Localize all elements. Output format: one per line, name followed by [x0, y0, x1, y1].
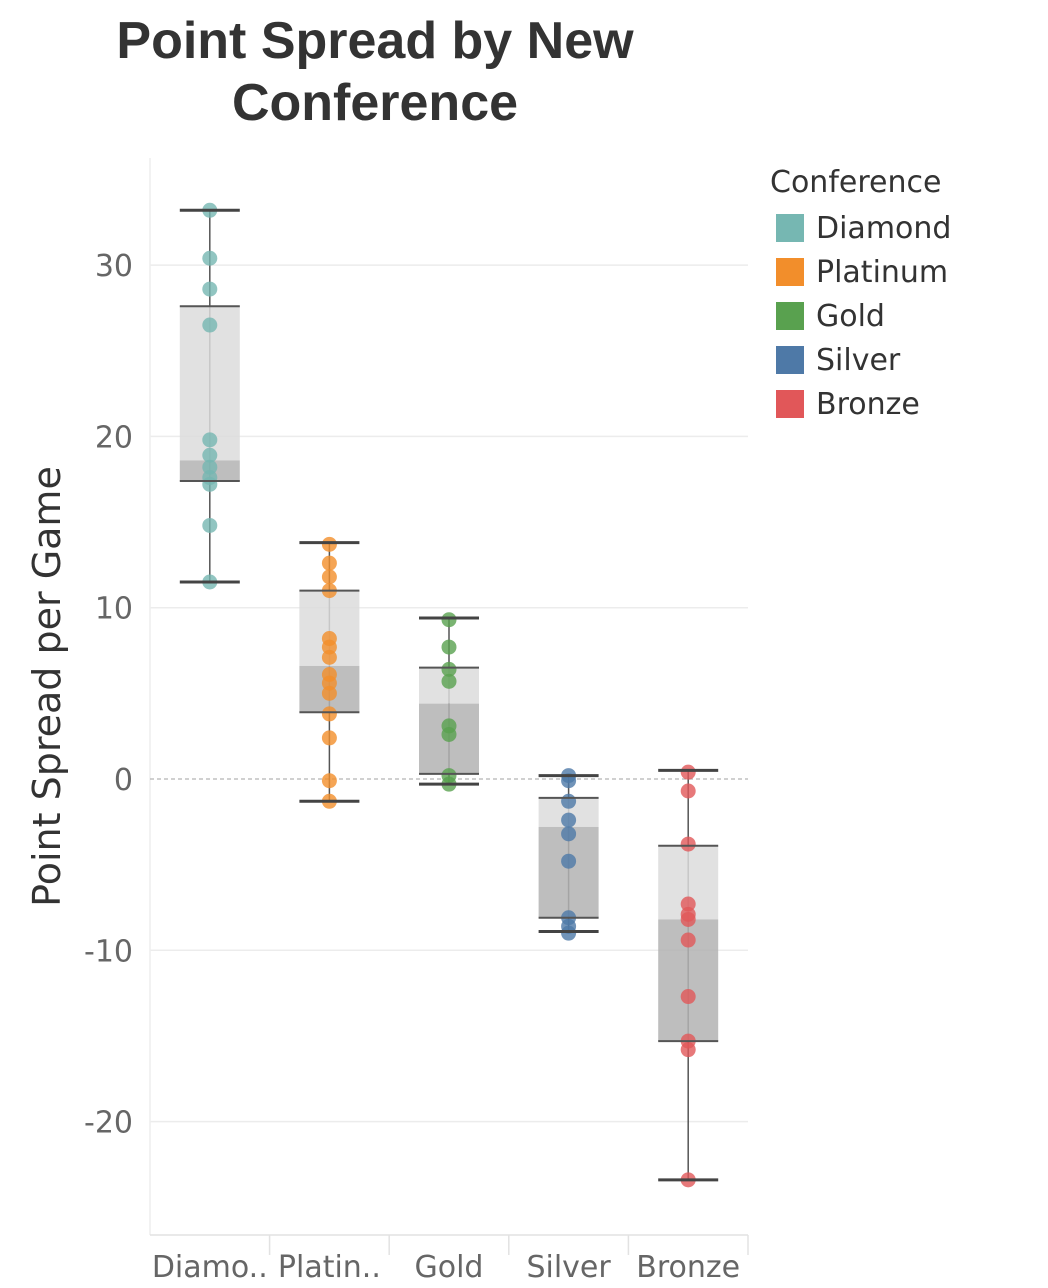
data-point — [321, 569, 337, 585]
legend-swatch — [776, 258, 804, 286]
data-point — [321, 555, 337, 571]
data-point — [202, 517, 218, 533]
data-point — [321, 706, 337, 722]
y-tick-label: 0 — [114, 763, 133, 798]
data-point — [202, 459, 218, 475]
legend-swatch — [776, 302, 804, 330]
y-tick-label: 30 — [95, 249, 133, 284]
data-point — [202, 250, 218, 266]
data-point — [441, 639, 457, 655]
data-point — [561, 826, 577, 842]
y-tick-label: 10 — [95, 592, 133, 627]
legend-item-bronze[interactable]: Bronze — [770, 382, 951, 426]
data-point — [321, 536, 337, 552]
y-tick-label: -20 — [84, 1106, 133, 1141]
y-axis-label: Point Spread per Game — [25, 466, 69, 907]
legend-swatch — [776, 390, 804, 418]
chart-title-line-1: Point Spread by New — [116, 12, 634, 70]
y-tick-label: 20 — [95, 420, 133, 455]
data-point — [561, 925, 577, 941]
data-point — [202, 476, 218, 492]
data-point — [321, 675, 337, 691]
data-point — [321, 773, 337, 789]
data-point — [680, 836, 696, 852]
data-point — [321, 639, 337, 655]
legend-label: Gold — [816, 298, 885, 334]
x-tick-label: Platin.. — [278, 1250, 381, 1285]
data-point — [441, 661, 457, 677]
data-point — [680, 896, 696, 912]
data-point — [680, 911, 696, 927]
legend-item-silver[interactable]: Silver — [770, 338, 951, 382]
legend-swatch — [776, 214, 804, 242]
data-point — [441, 726, 457, 742]
x-tick-label: Diamo.. — [152, 1250, 268, 1285]
x-tick-label: Gold — [415, 1250, 484, 1285]
legend-item-diamond[interactable]: Diamond — [770, 206, 951, 250]
data-point — [321, 730, 337, 746]
y-tick-label: -10 — [84, 934, 133, 969]
box-lower — [538, 826, 599, 918]
chart-title: Point Spread by New Conference — [40, 10, 710, 134]
data-point — [321, 685, 337, 701]
data-point — [321, 649, 337, 665]
data-point — [202, 317, 218, 333]
legend-items: Diamond Platinum Gold Silver Bronze — [770, 206, 951, 426]
legend-item-gold[interactable]: Gold — [770, 294, 951, 338]
data-point — [561, 812, 577, 828]
data-point — [680, 1042, 696, 1058]
data-point — [202, 281, 218, 297]
data-point — [561, 853, 577, 869]
data-point — [202, 447, 218, 463]
legend-item-platinum[interactable]: Platinum — [770, 250, 951, 294]
data-point — [680, 783, 696, 799]
legend-label: Diamond — [816, 210, 952, 246]
data-point — [202, 432, 218, 448]
data-point — [441, 673, 457, 689]
data-point — [680, 764, 696, 780]
data-point — [680, 932, 696, 948]
legend-title: Conference — [770, 165, 942, 200]
x-tick-label: Bronze — [636, 1250, 740, 1285]
legend-label: Silver — [816, 342, 901, 378]
data-point — [680, 989, 696, 1005]
legend-label: Platinum — [816, 254, 949, 290]
x-tick-label: Silver — [526, 1250, 611, 1285]
legend-label: Bronze — [816, 386, 920, 422]
legend-swatch — [776, 346, 804, 374]
legend: Conference Diamond Platinum Gold Silver Bron… — [770, 165, 951, 426]
chart-title-line-2: Conference — [231, 74, 519, 132]
data-point — [561, 793, 577, 809]
data-point — [441, 612, 457, 628]
